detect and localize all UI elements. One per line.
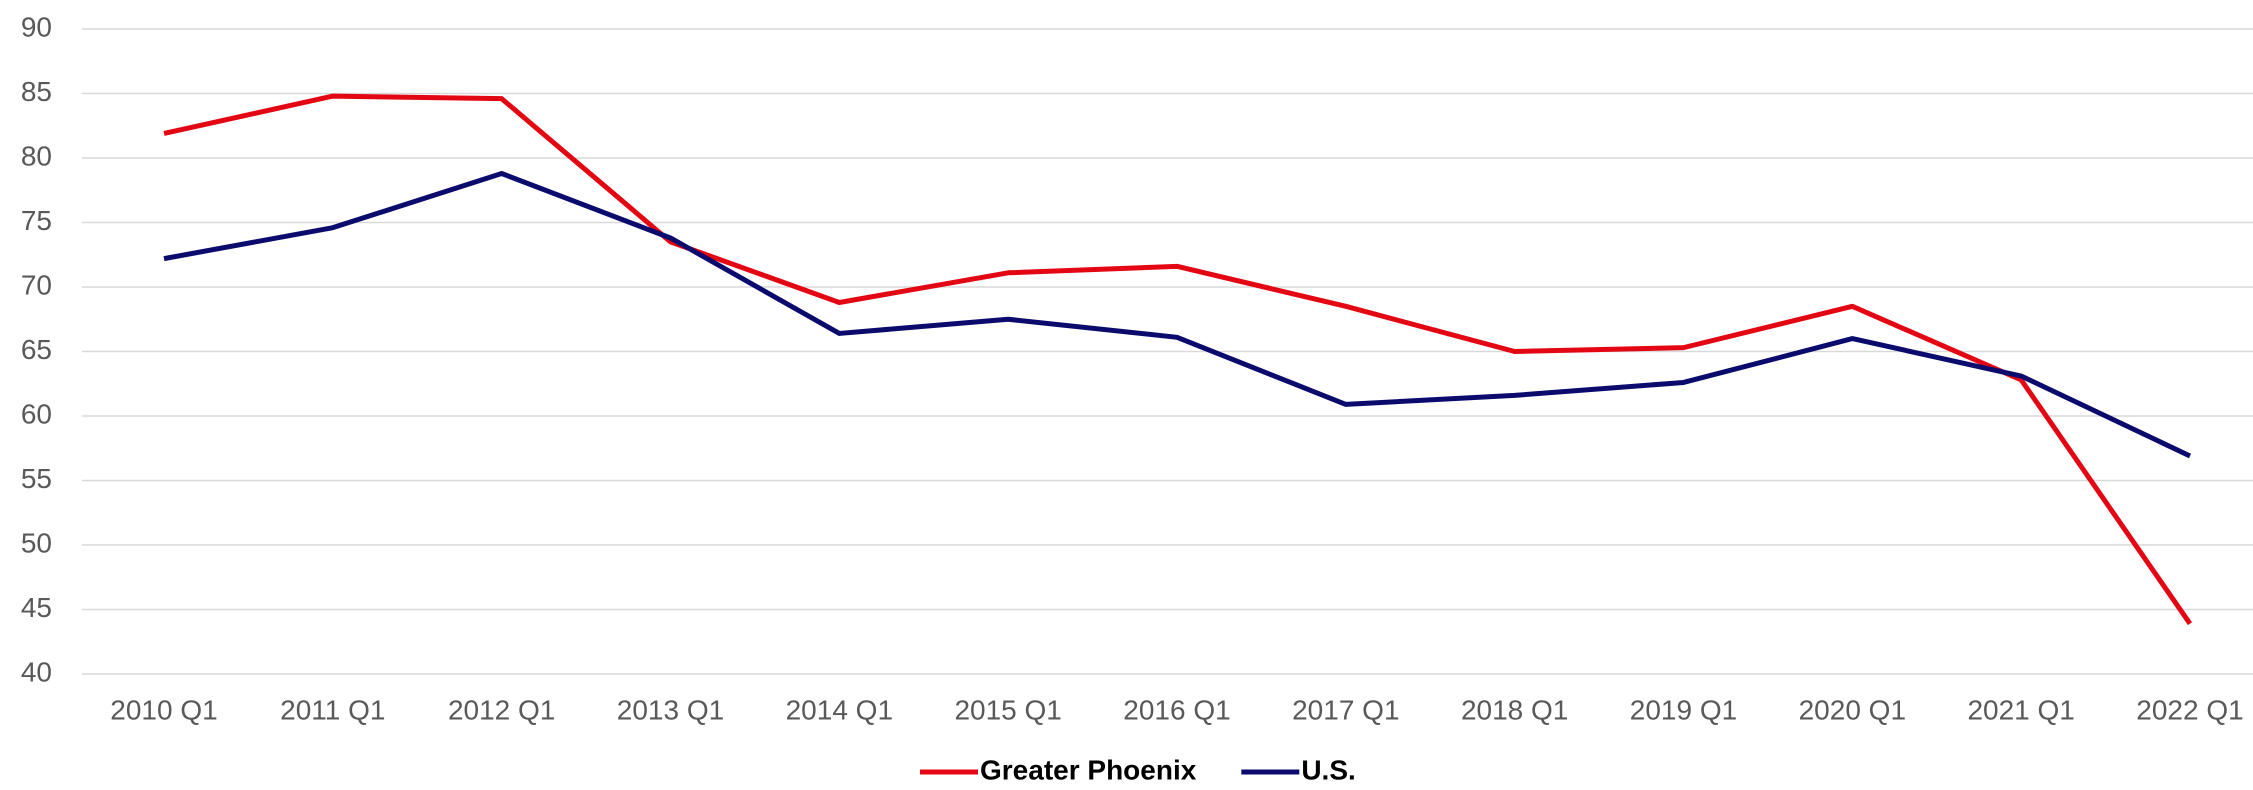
y-tick-label: 75 bbox=[21, 205, 52, 236]
x-tick-label: 2016 Q1 bbox=[1123, 694, 1230, 725]
x-tick-label: 2012 Q1 bbox=[448, 694, 555, 725]
y-tick-label: 60 bbox=[21, 398, 52, 429]
x-tick-label: 2017 Q1 bbox=[1292, 694, 1399, 725]
y-tick-label: 40 bbox=[21, 656, 52, 687]
legend-label: Greater Phoenix bbox=[980, 754, 1197, 785]
x-tick-label: 2014 Q1 bbox=[786, 694, 893, 725]
x-tick-label: 2011 Q1 bbox=[280, 694, 385, 725]
y-tick-label: 85 bbox=[21, 76, 52, 107]
series-line bbox=[163, 93, 2193, 626]
x-tick-label: 2018 Q1 bbox=[1461, 694, 1568, 725]
x-tick-label: 2021 Q1 bbox=[1967, 694, 2074, 725]
x-tick-label: 2010 Q1 bbox=[110, 694, 217, 725]
x-tick-label: 2022 Q1 bbox=[2136, 694, 2243, 725]
y-tick-label: 70 bbox=[21, 269, 52, 300]
y-tick-label: 80 bbox=[21, 140, 52, 171]
y-tick-label: 90 bbox=[21, 11, 52, 42]
x-tick-label: 2020 Q1 bbox=[1799, 694, 1906, 725]
series-line bbox=[163, 170, 2192, 459]
x-tick-label: 2015 Q1 bbox=[954, 694, 1061, 725]
y-tick-label: 65 bbox=[21, 334, 52, 365]
legend-label: U.S. bbox=[1301, 754, 1355, 785]
x-tick-label: 2013 Q1 bbox=[617, 694, 724, 725]
y-tick-label: 55 bbox=[21, 463, 52, 494]
y-tick-label: 45 bbox=[21, 592, 52, 623]
x-tick-label: 2019 Q1 bbox=[1630, 694, 1737, 725]
y-tick-label: 50 bbox=[21, 527, 52, 558]
